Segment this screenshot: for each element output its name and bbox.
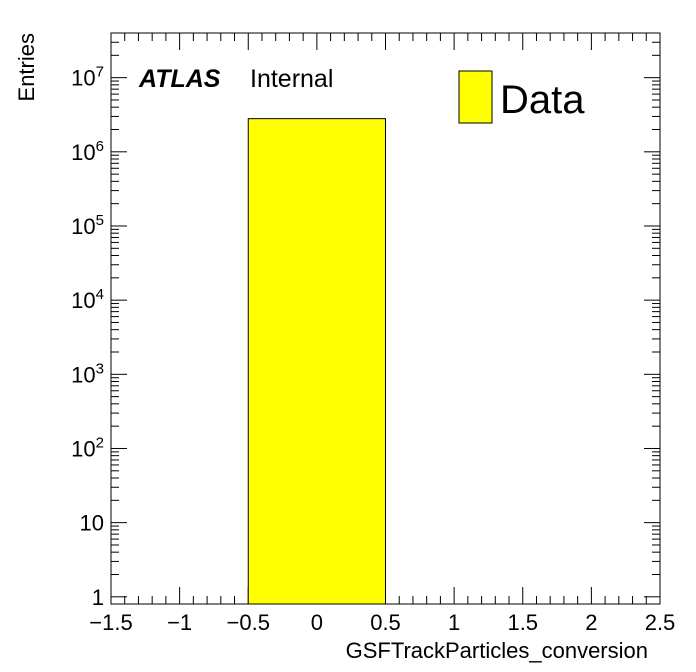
y-tick-label: 104 (71, 286, 104, 313)
x-tick-label: 1.5 (507, 610, 538, 635)
legend: Data (458, 70, 585, 124)
y-tick-label: 106 (71, 138, 104, 165)
x-tick-label: 1 (448, 610, 460, 635)
y-tick-labels: 1 10 102 103 104 105 106 107 (71, 64, 104, 610)
y-tick-label: 107 (71, 64, 104, 91)
legend-swatch-data (458, 70, 493, 124)
x-tick-label: 2.5 (645, 610, 676, 635)
plot-frame (110, 32, 661, 605)
histogram-bar-0 (247, 118, 386, 605)
x-tick-label: 2 (585, 610, 597, 635)
x-tick-label: −0.5 (227, 610, 270, 635)
y-tick-label: 103 (71, 360, 104, 387)
x-tick-label: 0 (311, 610, 323, 635)
x-tick-label: −1 (167, 610, 192, 635)
atlas-label: ATLAS (138, 65, 221, 93)
y-tick-label: 105 (71, 212, 104, 239)
x-axis-title: GSFTrackParticles_conversion (346, 638, 648, 663)
x-tick-label: −1.5 (89, 610, 132, 635)
y-tick-label: 1 (92, 585, 104, 610)
internal-label: Internal (250, 65, 333, 93)
x-tick-labels: −1.5 −1 −0.5 0 0.5 1 1.5 2 2.5 (89, 610, 675, 635)
y-tick-label: 102 (71, 434, 104, 461)
y-tick-label: 10 (80, 511, 104, 536)
x-tick-label: 0.5 (370, 610, 401, 635)
legend-label-data: Data (500, 78, 585, 122)
y-axis-title: Entries (14, 33, 39, 101)
histogram-bars (247, 118, 386, 605)
